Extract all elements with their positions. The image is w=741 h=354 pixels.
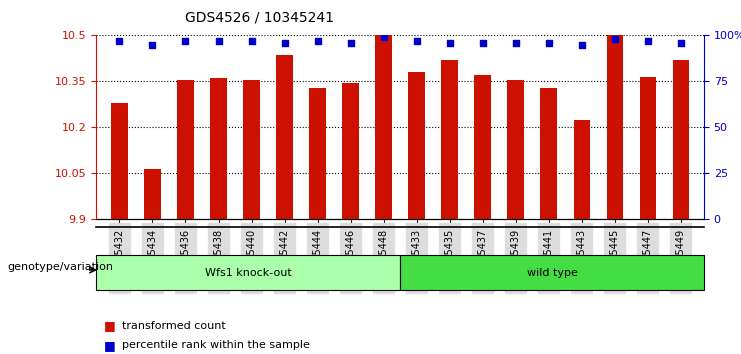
Point	[642, 38, 654, 44]
Text: ■: ■	[104, 319, 116, 332]
Bar	[540, 87, 557, 219]
Point	[113, 38, 125, 44]
Bar	[342, 83, 359, 219]
Point	[675, 40, 687, 46]
Text: genotype/variation: genotype/variation	[7, 262, 113, 272]
Bar	[474, 75, 491, 219]
Point	[279, 40, 290, 46]
Bar	[309, 87, 326, 219]
Point	[476, 40, 488, 46]
Bar	[673, 60, 689, 219]
Point	[444, 40, 456, 46]
Bar	[639, 77, 656, 219]
Point	[543, 40, 555, 46]
Text: ■: ■	[104, 339, 116, 352]
Text: Wfs1 knock-out: Wfs1 knock-out	[205, 268, 292, 278]
Bar	[276, 55, 293, 219]
Bar	[442, 60, 458, 219]
Point	[411, 38, 422, 44]
Bar	[408, 72, 425, 219]
Point	[179, 38, 191, 44]
Point	[245, 38, 257, 44]
Point	[312, 38, 324, 44]
Point	[147, 42, 159, 47]
Point	[378, 34, 390, 40]
Bar	[376, 35, 392, 219]
Bar	[144, 169, 161, 219]
Point	[345, 40, 356, 46]
Point	[213, 38, 225, 44]
Text: wild type: wild type	[527, 268, 577, 278]
Bar	[607, 35, 623, 219]
Bar	[574, 120, 590, 219]
Point	[510, 40, 522, 46]
Point	[609, 36, 621, 42]
Point	[576, 42, 588, 47]
Text: GDS4526 / 10345241: GDS4526 / 10345241	[185, 11, 334, 25]
Bar	[210, 78, 227, 219]
Bar	[111, 103, 127, 219]
Bar	[508, 80, 524, 219]
Bar	[243, 80, 260, 219]
Text: percentile rank within the sample: percentile rank within the sample	[122, 340, 310, 350]
Bar	[177, 80, 193, 219]
Text: transformed count: transformed count	[122, 321, 226, 331]
